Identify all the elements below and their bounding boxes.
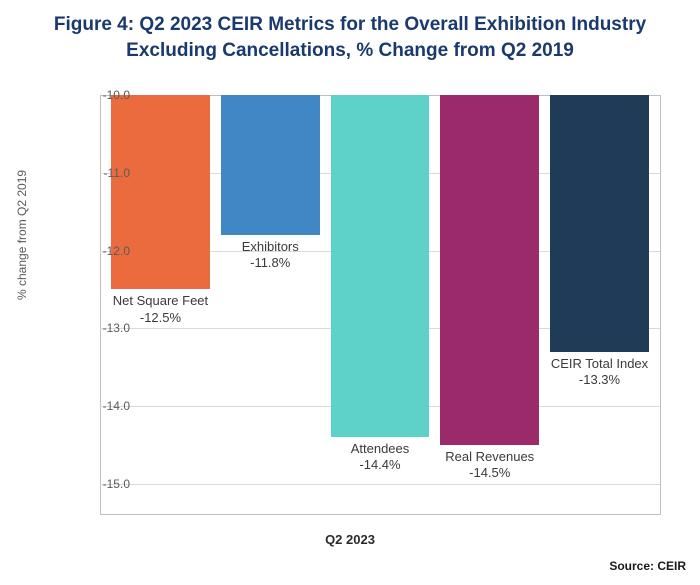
y-tick-label: -13.0 xyxy=(80,321,130,335)
bar xyxy=(550,95,649,352)
y-axis-line xyxy=(100,95,101,515)
chart-title: Figure 4: Q2 2023 CEIR Metrics for the O… xyxy=(0,0,700,63)
x-axis-line xyxy=(100,514,660,515)
y-tick-label: -15.0 xyxy=(80,477,130,491)
plot-area: Net Square Feet -12.5%Exhibitors -11.8%A… xyxy=(100,95,660,515)
y-tick-label: -14.0 xyxy=(80,399,130,413)
bar xyxy=(221,95,320,235)
x-axis-title: Q2 2023 xyxy=(0,532,700,547)
bar xyxy=(331,95,430,437)
grid-line xyxy=(100,484,660,485)
bar xyxy=(440,95,539,445)
y-tick-label: -10.0 xyxy=(80,88,130,102)
y-tick-label: -11.0 xyxy=(80,166,130,180)
y-axis-line-right xyxy=(660,95,661,515)
bar-label: Exhibitors -11.8% xyxy=(213,239,328,272)
chart-container: Figure 4: Q2 2023 CEIR Metrics for the O… xyxy=(0,0,700,585)
bar-label: CEIR Total Index -13.3% xyxy=(542,356,657,389)
y-tick-label: -12.0 xyxy=(80,244,130,258)
bar-label: Real Revenues -14.5% xyxy=(432,449,547,482)
bar-label: Attendees -14.4% xyxy=(323,441,438,474)
bar xyxy=(111,95,210,289)
source-label: Source: CEIR xyxy=(609,559,686,573)
y-axis-title: % change from Q2 2019 xyxy=(15,170,29,300)
